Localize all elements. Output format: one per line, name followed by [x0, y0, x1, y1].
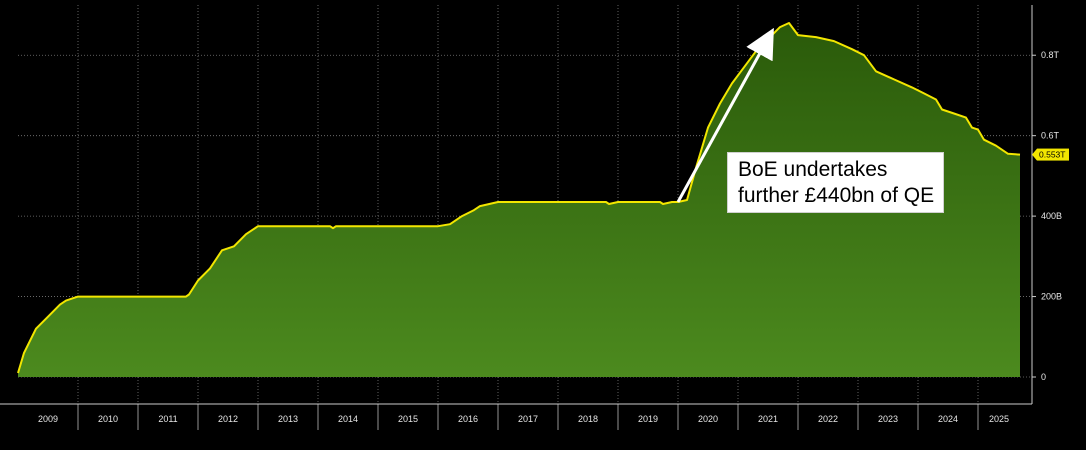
x-tick-label: 2017: [518, 414, 538, 424]
annotation-line-1: BoE undertakes: [738, 158, 888, 181]
x-tick-label: 2023: [878, 414, 898, 424]
y-tick-label: 400B: [1041, 211, 1062, 221]
series-line: [17, 22, 1021, 374]
x-tick-label: 2013: [278, 414, 298, 424]
y-tick-label: 0.8T: [1041, 50, 1060, 60]
y-tick-label: 0: [1041, 372, 1046, 382]
x-tick-label: 2014: [338, 414, 358, 424]
annotation-arrow: [676, 27, 774, 203]
y-tick-label: 0.6T: [1041, 131, 1060, 141]
annotation-arrow-layer: [676, 27, 774, 203]
last-value-badge: [1037, 148, 1069, 161]
x-tick-label: 2009: [38, 414, 58, 424]
x-tick-label: 2010: [98, 414, 118, 424]
last-value-label: 0.553T: [1039, 150, 1065, 160]
area-series: [17, 22, 1021, 377]
x-tick-label: 2018: [578, 414, 598, 424]
x-tick-label: 2022: [818, 414, 838, 424]
last-value-pointer: [1032, 148, 1037, 161]
annotation-line-2: further £440bn of QE: [738, 184, 935, 207]
x-tick-label: 2020: [698, 414, 718, 424]
axes: 0 200B 400B 0.6T 0.8T 2009 2010 2011 2012 2013 201…: [0, 5, 1069, 430]
x-tick-label: 2019: [638, 414, 658, 424]
x-tick-label: 2012: [218, 414, 238, 424]
annotation-box: BoE undertakes further £440bn of QE: [727, 152, 944, 213]
x-tick-label: 2024: [938, 414, 958, 424]
x-tick-label: 2016: [458, 414, 478, 424]
y-tick-label: 200B: [1041, 292, 1062, 302]
x-tick-label: 2015: [398, 414, 418, 424]
x-tick-label: 2025: [989, 414, 1009, 424]
x-tick-label: 2021: [758, 414, 778, 424]
series-area-fill: [18, 23, 1020, 377]
x-tick-label: 2011: [158, 414, 177, 424]
